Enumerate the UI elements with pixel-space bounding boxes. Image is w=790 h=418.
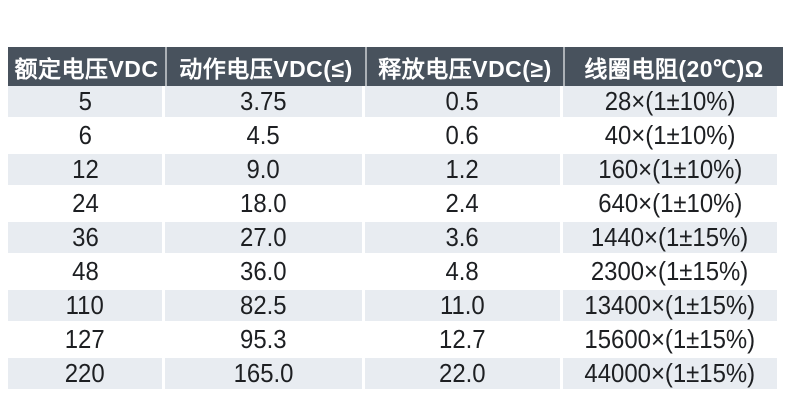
cell-rated-voltage: 127	[8, 324, 165, 355]
cell-operate-voltage: 3.75	[165, 86, 365, 117]
header-coil-resistance: 线圈电阻(20℃)Ω	[563, 47, 783, 86]
cell-coil-resistance: 28×(1±10%)	[563, 86, 783, 117]
cell-value: 12	[71, 154, 99, 184]
cell-rated-voltage: 5	[8, 86, 165, 117]
cell-release-voltage: 3.6	[365, 222, 563, 253]
cell-coil-resistance: 15600×(1±15%)	[563, 324, 783, 355]
cell-value: 0.6	[445, 120, 480, 150]
table-row: 24 18.0 2.4 640×(1±10%)	[8, 188, 783, 222]
cell-value: 13400×(1±15%)	[584, 290, 756, 320]
cell-value: 6	[78, 120, 92, 150]
cell-rated-voltage: 110	[8, 290, 165, 321]
cell-operate-voltage: 27.0	[165, 222, 365, 253]
cell-value: 640×(1±10%)	[597, 188, 743, 218]
cell-value: 40×(1±10%)	[604, 120, 736, 150]
cell-operate-voltage: 82.5	[165, 290, 365, 321]
cell-coil-resistance: 40×(1±10%)	[563, 120, 783, 151]
cell-value: 95.3	[240, 324, 287, 354]
cell-rated-voltage: 12	[8, 154, 165, 185]
cell-coil-resistance: 1440×(1±15%)	[563, 222, 783, 253]
cell-rated-voltage: 36	[8, 222, 165, 253]
cell-operate-voltage: 18.0	[165, 188, 365, 219]
cell-value: 1.2	[445, 154, 480, 184]
cell-value: 0.5	[445, 86, 480, 116]
table-header-row: 额定电压VDC 动作电压VDC(≤) 释放电压VDC(≥) 线圈电阻(20℃)Ω	[8, 47, 783, 86]
table-row: 36 27.0 3.6 1440×(1±15%)	[8, 222, 783, 256]
cell-release-voltage: 0.5	[365, 86, 563, 117]
table-row: 48 36.0 4.8 2300×(1±15%)	[8, 256, 783, 290]
cell-value: 82.5	[240, 290, 287, 320]
cell-value: 5	[78, 86, 92, 116]
cell-value: 3.75	[240, 86, 287, 116]
cell-value: 4.8	[445, 256, 480, 286]
cell-rated-voltage: 220	[8, 358, 165, 389]
cell-value: 110	[65, 290, 105, 320]
cell-coil-resistance: 2300×(1±15%)	[563, 256, 783, 287]
cell-value: 160×(1±10%)	[597, 154, 743, 184]
cell-value: 11.0	[440, 290, 485, 320]
table-row: 220 165.0 22.0 44000×(1±15%)	[8, 358, 783, 392]
cell-value: 1440×(1±15%)	[591, 222, 749, 252]
cell-value: 36.0	[240, 256, 287, 286]
cell-rated-voltage: 48	[8, 256, 165, 287]
cell-value: 220	[65, 358, 105, 388]
cell-value: 127	[65, 324, 105, 354]
cell-coil-resistance: 13400×(1±15%)	[563, 290, 783, 321]
cell-operate-voltage: 4.5	[165, 120, 365, 151]
cell-value: 3.6	[445, 222, 480, 252]
cell-release-voltage: 2.4	[365, 188, 563, 219]
cell-release-voltage: 22.0	[365, 358, 563, 389]
cell-operate-voltage: 165.0	[165, 358, 365, 389]
cell-release-voltage: 0.6	[365, 120, 563, 151]
cell-value: 18.0	[240, 188, 287, 218]
cell-release-voltage: 11.0	[365, 290, 563, 321]
cell-value: 9.0	[246, 154, 281, 184]
cell-value: 12.7	[439, 324, 486, 354]
cell-value: 165.0	[233, 358, 294, 388]
cell-coil-resistance: 44000×(1±15%)	[563, 358, 783, 389]
cell-release-voltage: 12.7	[365, 324, 563, 355]
coil-specification-table: 额定电压VDC 动作电压VDC(≤) 释放电压VDC(≥) 线圈电阻(20℃)Ω…	[8, 47, 783, 392]
table-row: 110 82.5 11.0 13400×(1±15%)	[8, 290, 783, 324]
cell-coil-resistance: 640×(1±10%)	[563, 188, 783, 219]
header-rated-voltage: 额定电压VDC	[14, 55, 159, 82]
cell-value: 36	[71, 222, 99, 252]
table-row: 127 95.3 12.7 15600×(1±15%)	[8, 324, 783, 358]
cell-value: 22.0	[439, 358, 486, 388]
header-release-voltage: 释放电压VDC(≥)	[365, 47, 563, 86]
cell-operate-voltage: 36.0	[165, 256, 365, 287]
cell-value: 48	[71, 256, 99, 286]
cell-value: 15600×(1±15%)	[584, 324, 756, 354]
table-row: 12 9.0 1.2 160×(1±10%)	[8, 154, 783, 188]
cell-release-voltage: 1.2	[365, 154, 563, 185]
cell-value: 2.4	[445, 188, 480, 218]
table-row: 5 3.75 0.5 28×(1±10%)	[8, 86, 783, 120]
cell-value: 2300×(1±15%)	[591, 256, 749, 286]
cell-rated-voltage: 24	[8, 188, 165, 219]
cell-value: 44000×(1±15%)	[584, 358, 756, 388]
cell-value: 28×(1±10%)	[604, 86, 736, 116]
cell-release-voltage: 4.8	[365, 256, 563, 287]
cell-value: 4.5	[246, 120, 281, 150]
cell-operate-voltage: 9.0	[165, 154, 365, 185]
cell-coil-resistance: 160×(1±10%)	[563, 154, 783, 185]
table-row: 6 4.5 0.6 40×(1±10%)	[8, 120, 783, 154]
cell-value: 24	[71, 188, 99, 218]
cell-value: 27.0	[240, 222, 287, 252]
header-operate-voltage: 动作电压VDC(≤)	[165, 47, 365, 86]
cell-operate-voltage: 95.3	[165, 324, 365, 355]
cell-rated-voltage: 6	[8, 120, 165, 151]
